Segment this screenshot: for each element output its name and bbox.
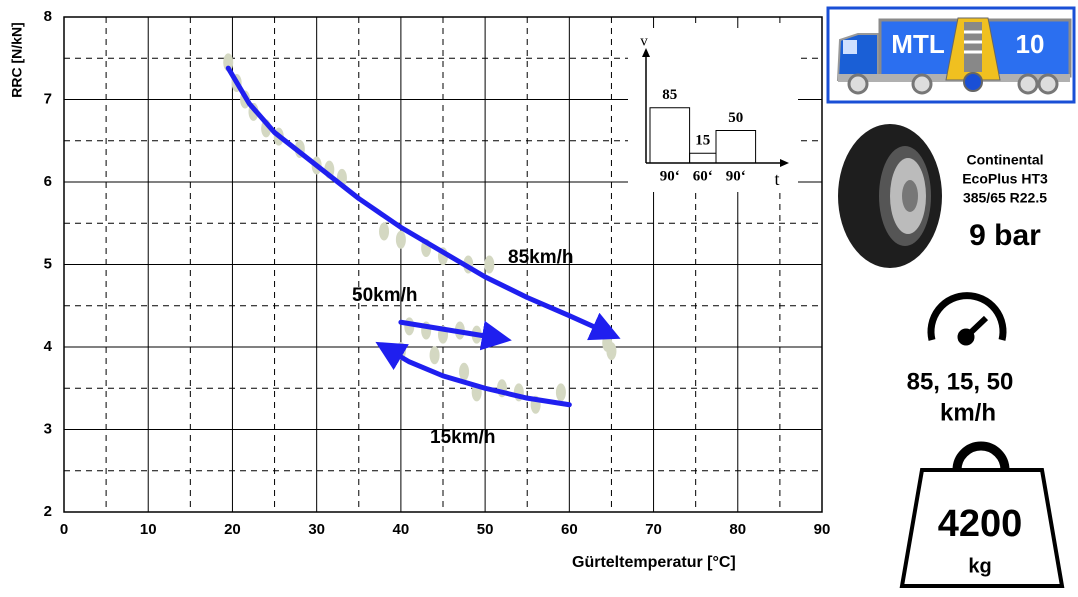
chart: 0 10 20 30 40 50 60 70 80 90 2 3 4 5 6 7 8 85km/h 50km/h 15…: [44, 8, 831, 538]
trend-arrow: [398, 319, 512, 351]
measurement-point: [459, 362, 470, 381]
y-tick-label: 4: [44, 338, 53, 355]
inset-duration-label: 90‘: [660, 168, 680, 184]
measurement-point: [555, 383, 566, 402]
y-tick-label: 3: [44, 420, 52, 437]
annotation: 85km/h: [508, 247, 573, 268]
measurement-point: [379, 222, 390, 241]
y-axis-label: RRC [N/kN]: [9, 22, 25, 97]
load-unit: kg: [968, 555, 991, 577]
inset-duration-label: 60‘: [693, 168, 713, 184]
inset: v t 85 90‘ 15 60‘ 50 90‘: [628, 28, 798, 192]
tire-icon: [838, 124, 942, 268]
truck-icon: [836, 17, 1072, 95]
test-speeds: 85, 15, 50: [907, 368, 1014, 395]
x-tick-label: 0: [60, 521, 68, 538]
y-tick-label: 2: [44, 503, 52, 520]
inset-speed-label: 15: [695, 133, 710, 149]
side-panel: MTL 10 Continental EcoPlus HT3 385/65 R2…: [826, 6, 1076, 588]
x-tick-label: 20: [224, 521, 241, 538]
measurement-point: [606, 342, 617, 361]
inset-speed-label: 50: [728, 110, 743, 126]
y-tick-label: 8: [44, 8, 52, 25]
x-tick-label: 50: [477, 521, 494, 538]
measurement-point: [429, 346, 440, 365]
y-tick-label: 5: [44, 255, 52, 272]
inset-arrow: [780, 159, 789, 167]
tire-model: EcoPlus HT3: [962, 171, 1048, 187]
weight-icon: [899, 441, 1065, 588]
inset-background: [628, 28, 798, 192]
x-tick-label: 90: [814, 521, 831, 538]
y-tick-label: 6: [44, 173, 52, 190]
tire-pressure: 9 bar: [969, 219, 1041, 252]
measurement-point: [223, 53, 234, 72]
trend-arrow: [375, 341, 572, 408]
badge-text: MTL: [891, 29, 945, 59]
y-tick-label: 7: [44, 90, 52, 107]
load-value: 4200: [938, 503, 1023, 545]
x-axis-label: Gürteltemperatur [°C]: [572, 554, 736, 571]
annotation: 50km/h: [352, 285, 417, 306]
trend-arrow: [225, 65, 621, 341]
x-tick-label: 70: [645, 521, 662, 538]
speed-unit: km/h: [940, 399, 996, 426]
x-tick-label: 30: [308, 521, 325, 538]
inset-t-label: t: [774, 169, 779, 189]
x-tick-label: 80: [729, 521, 746, 538]
speed-step: [649, 107, 691, 164]
x-tick-label: 60: [561, 521, 578, 538]
inset-duration-label: 90‘: [726, 168, 746, 184]
tire-size: 385/65 R22.5: [963, 190, 1047, 206]
measurement-point: [484, 255, 495, 274]
gauge-icon: [927, 292, 1007, 346]
speed-step: [715, 130, 757, 164]
inset-arrow: [642, 48, 650, 57]
x-tick-label: 40: [393, 521, 410, 538]
tire-brand: Continental: [967, 152, 1044, 168]
annotation: 15km/h: [430, 427, 495, 448]
x-tick-label: 10: [140, 521, 157, 538]
inset-v-label: v: [640, 33, 648, 49]
measurement-point: [395, 230, 406, 249]
plot-frame: [63, 16, 823, 513]
badge-number: 10: [1016, 29, 1045, 59]
inset-speed-label: 85: [662, 87, 677, 103]
